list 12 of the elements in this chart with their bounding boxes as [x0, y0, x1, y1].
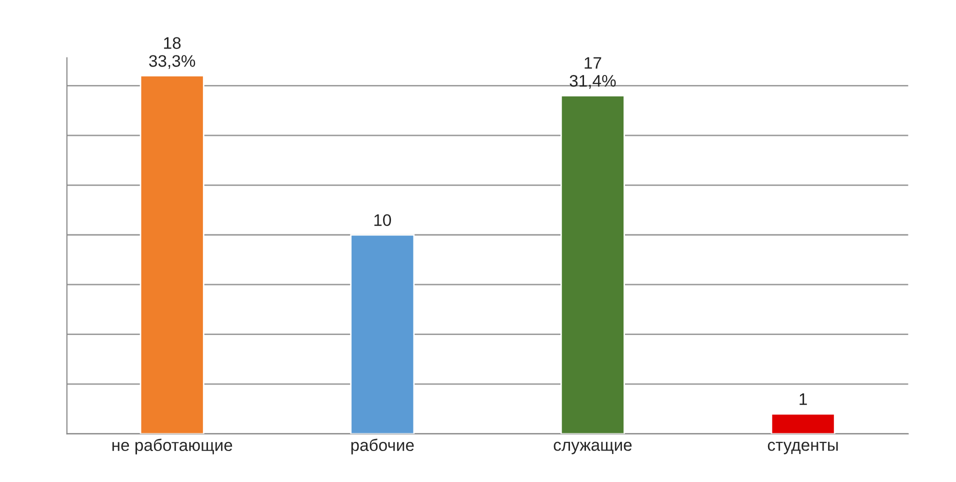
- bar: [770, 413, 836, 434]
- data-label: 17 31,4%: [570, 57, 616, 89]
- data-label: 1: [800, 393, 807, 405]
- bar: [140, 75, 204, 434]
- data-label: 18 33,3%: [149, 37, 196, 69]
- bar: [560, 94, 625, 434]
- x-tick-label: не работающие: [112, 438, 232, 454]
- x-tick-label: рабочие: [351, 438, 414, 454]
- x-tick-label: студенты: [768, 442, 838, 454]
- x-tick-label: служащие: [554, 442, 632, 454]
- bar: [350, 234, 415, 434]
- data-label: 10: [374, 214, 392, 226]
